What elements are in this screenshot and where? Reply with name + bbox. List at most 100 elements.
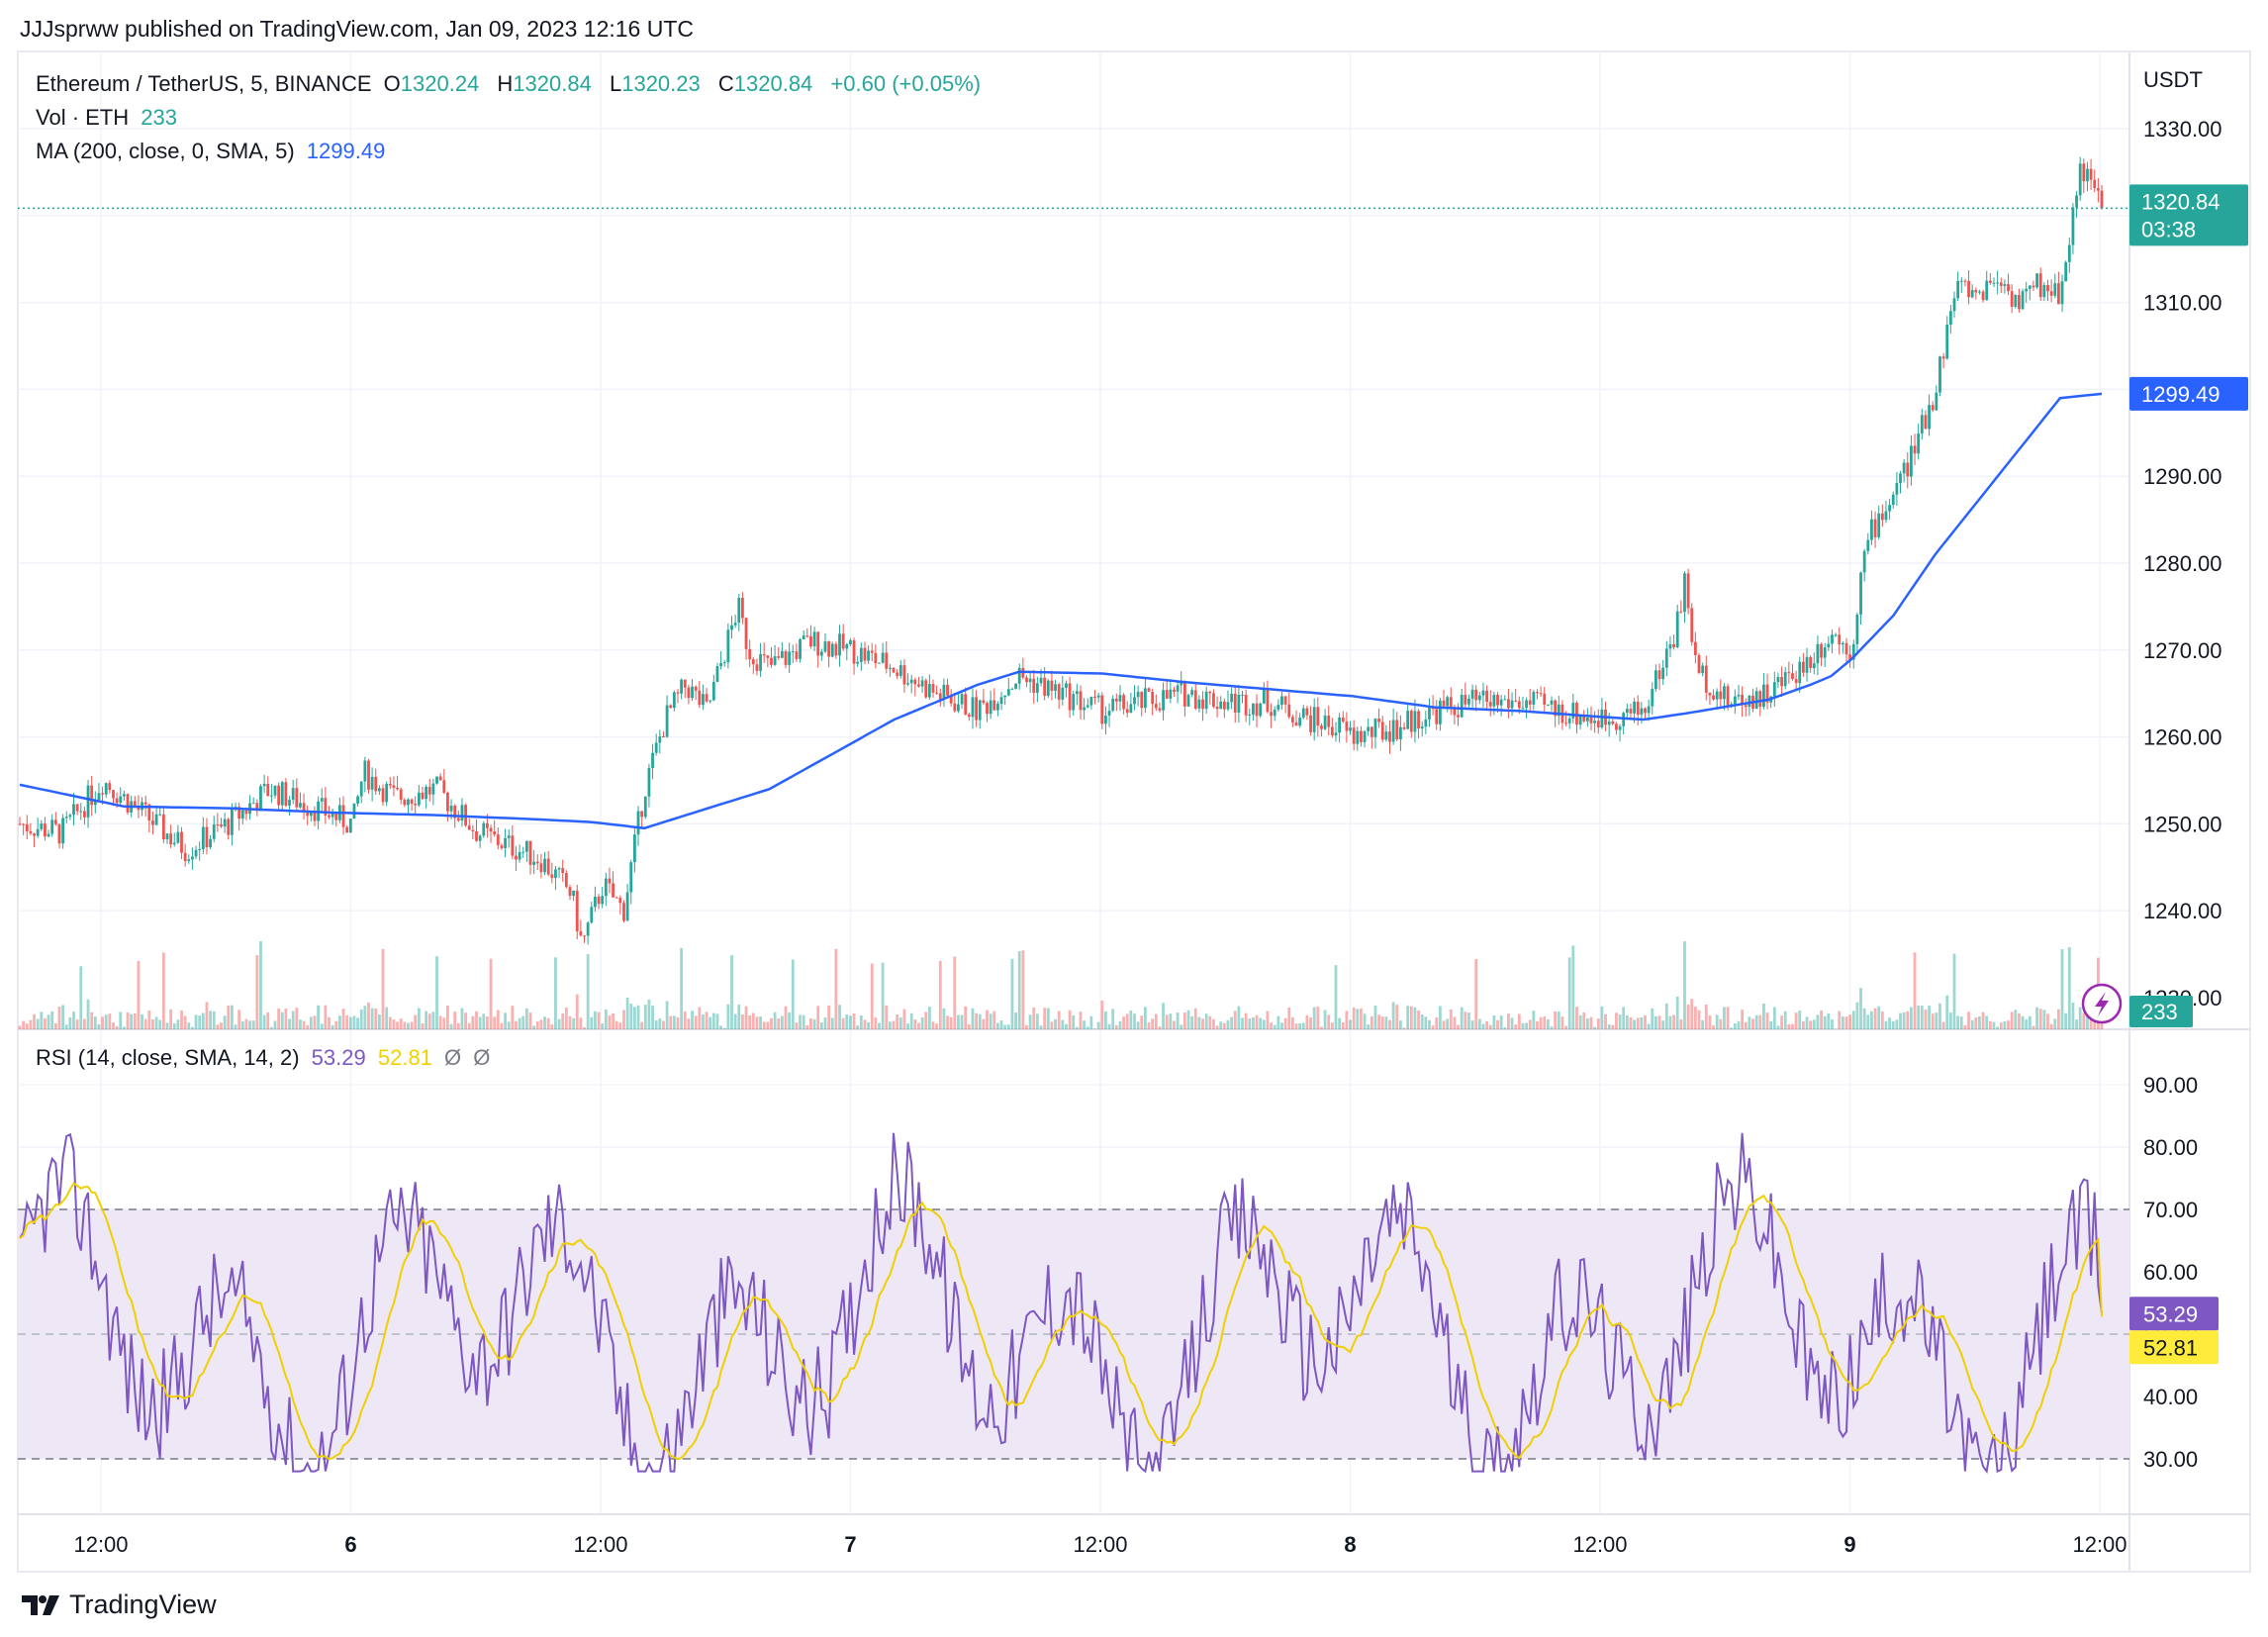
volume-label[interactable]: Vol · ETH	[36, 105, 130, 130]
volume-bar	[1820, 1010, 1823, 1029]
candle-body	[1474, 689, 1478, 701]
rsi-label[interactable]: RSI (14, close, SMA, 14, 2)	[36, 1045, 300, 1070]
candle-body	[722, 662, 726, 664]
candle-body	[446, 793, 449, 812]
candle-body	[1283, 696, 1287, 705]
candle-body	[1186, 695, 1190, 707]
volume-bar	[1481, 1023, 1485, 1029]
volume-bar	[1741, 1010, 1745, 1029]
volume-bar	[2007, 1020, 2010, 1029]
volume-bar	[518, 1017, 521, 1029]
volume-bar	[1420, 1014, 1424, 1029]
candle-body	[1043, 677, 1047, 696]
volume-bar	[737, 1005, 741, 1029]
volume-bar	[1543, 1015, 1547, 1029]
volume-bar	[535, 1021, 539, 1029]
candle-body	[1550, 700, 1554, 705]
volume-bar	[1959, 1016, 1963, 1029]
candle-body	[2046, 285, 2049, 292]
volume-bar	[104, 1014, 108, 1029]
candle-body	[1140, 692, 1144, 709]
volume-bar	[583, 1027, 586, 1029]
candle-body	[1417, 711, 1420, 729]
symbol-title[interactable]: Ethereum / TetherUS, 5, BINANCE	[36, 71, 372, 96]
candle-body	[176, 831, 180, 843]
volume-bar	[1367, 1024, 1370, 1029]
volume-bar	[1765, 1012, 1769, 1029]
volume-bar	[1467, 1012, 1470, 1029]
candle-body	[161, 814, 165, 839]
volume-bar	[859, 1015, 863, 1029]
candle-body	[456, 818, 460, 821]
candle-body	[924, 680, 928, 698]
candle-body	[191, 856, 194, 860]
volume-bar	[2046, 1013, 2049, 1029]
candle-body	[2064, 261, 2068, 282]
candle-body	[1765, 684, 1769, 703]
volume-bar	[1521, 1022, 1525, 1029]
volume-bar	[1316, 1007, 1320, 1029]
candle-body	[629, 862, 633, 893]
candle-body	[1316, 707, 1320, 726]
volume-bar	[946, 1015, 949, 1029]
volume-bar	[115, 1025, 119, 1029]
candle-body	[1165, 690, 1169, 699]
candle-body	[1704, 665, 1708, 693]
volume-bar	[1978, 1016, 1981, 1029]
candle-body	[1492, 695, 1496, 707]
volume-bar	[1222, 1022, 1226, 1029]
candle-body	[1406, 711, 1410, 729]
candle-body	[86, 785, 90, 818]
volume-bar	[251, 1020, 255, 1029]
volume-bar	[927, 1007, 931, 1029]
ma-label[interactable]: MA (200, close, 0, SMA, 5)	[36, 139, 295, 163]
candle-body	[1737, 694, 1741, 697]
candle-body	[435, 776, 438, 784]
volume-bar	[53, 1022, 57, 1029]
candle-body	[622, 903, 625, 921]
candle-body	[460, 805, 464, 821]
footer-brand[interactable]: TradingView	[22, 1589, 217, 1620]
volume-bar	[262, 1014, 266, 1029]
volume-bar	[1514, 1024, 1518, 1029]
candle-body	[1338, 718, 1342, 733]
candle-body	[1557, 704, 1560, 717]
volume-bar	[784, 1006, 788, 1029]
candle-body	[1906, 462, 1910, 477]
candle-body	[744, 618, 748, 649]
volume-bar	[1640, 1016, 1644, 1029]
candle-body	[1435, 709, 1439, 724]
price-tick-label: 1310.00	[2143, 291, 2222, 316]
volume-bar	[881, 962, 885, 1029]
candle-body	[482, 822, 486, 836]
ma-200-line	[19, 392, 2103, 830]
volume-bar	[240, 1021, 244, 1029]
lightning-icon[interactable]	[2081, 983, 2123, 1024]
candle-body	[449, 806, 453, 812]
volume-bar	[1906, 1011, 1910, 1029]
candle-body	[1585, 718, 1589, 722]
candle-body	[1230, 693, 1234, 703]
candle-body	[1690, 608, 1694, 642]
volume-bar	[2060, 949, 2064, 1029]
volume-bar	[2071, 1003, 2075, 1029]
candle-body	[374, 776, 378, 792]
candle-body	[1697, 654, 1701, 674]
candle-body	[1143, 688, 1147, 709]
candle-body	[403, 800, 407, 806]
volume-bar	[1298, 1022, 1302, 1029]
volume-bar	[47, 1014, 50, 1029]
candle-body	[2038, 273, 2042, 298]
volume-bar	[1683, 941, 1686, 1029]
candle-body	[1395, 720, 1399, 739]
volume-bar	[575, 994, 579, 1029]
volume-bar	[1046, 1008, 1050, 1029]
candle-body	[762, 654, 766, 656]
volume-bar	[867, 1021, 870, 1029]
candle-body	[917, 684, 920, 687]
volume-bar	[1546, 1018, 1550, 1029]
time-tick-label: 12:00	[573, 1532, 627, 1557]
volume-bar	[1028, 1014, 1032, 1029]
candle-body	[1266, 689, 1270, 713]
